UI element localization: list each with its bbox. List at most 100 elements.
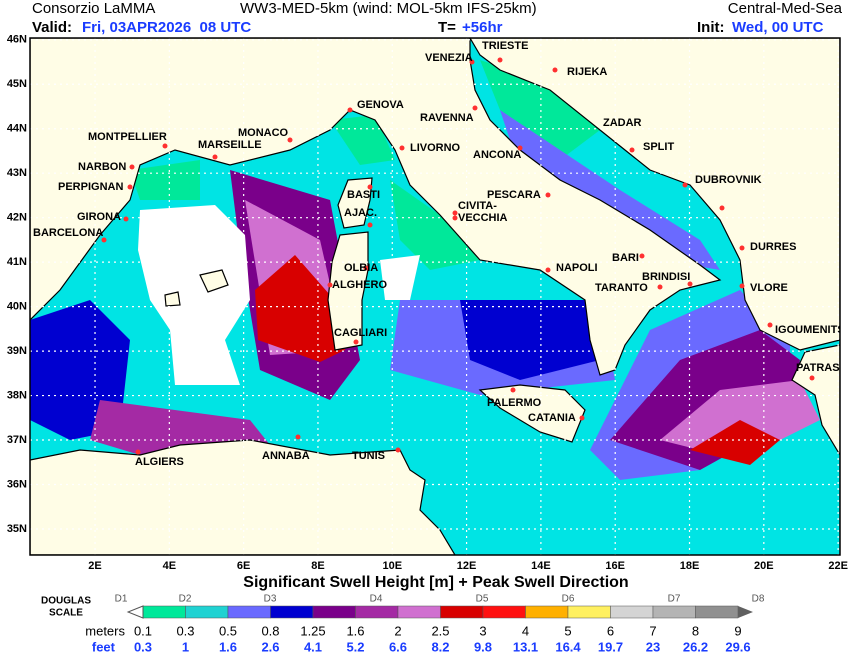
city-dot <box>739 245 745 251</box>
feet-value: 8.2 <box>431 639 449 654</box>
meters-value: 0.5 <box>219 623 237 638</box>
city-dot <box>639 253 645 259</box>
meters-value: 2.5 <box>431 623 449 638</box>
city-label: VECCHIA <box>458 212 508 224</box>
city-label: ANCONA <box>473 149 521 161</box>
city-dot <box>101 237 107 243</box>
city-dot <box>327 282 333 288</box>
city-dot <box>452 215 458 221</box>
city-dot <box>719 205 725 211</box>
city-label: BARI <box>612 252 639 264</box>
city-dot <box>510 387 516 393</box>
city-label: NARBON <box>78 161 126 173</box>
swell-patch <box>330 115 395 165</box>
city-dot <box>162 143 168 149</box>
lat-label: 41N <box>7 256 27 268</box>
douglas-label: D7 <box>668 594 681 605</box>
lat-label: 36N <box>7 478 27 490</box>
swell-patch <box>390 180 480 270</box>
lat-label: 44N <box>7 123 27 135</box>
color-bar-segment <box>142 605 186 619</box>
city-label: SPLIT <box>643 141 674 153</box>
city-label: DURRES <box>750 241 796 253</box>
city-label: VENEZIA <box>425 52 473 64</box>
city-dot <box>469 59 475 65</box>
feet-value: 16.4 <box>555 639 581 654</box>
feet-value: 13.1 <box>513 639 538 654</box>
lat-label: 37N <box>7 434 27 446</box>
feet-value: 26.2 <box>683 639 708 654</box>
city-label: PALERMO <box>487 397 542 409</box>
city-label: GENOVA <box>357 99 404 111</box>
color-bar-segment <box>312 605 356 619</box>
scale-label: SCALE <box>49 608 83 619</box>
legend-title: Significant Swell Height [m] + Peak Swel… <box>243 574 628 591</box>
city-label: PERPIGNAN <box>58 181 123 193</box>
city-label: MONACO <box>238 127 289 139</box>
lat-label: 35N <box>7 523 27 535</box>
feet-value: 1.6 <box>219 639 237 654</box>
land-sardinia <box>327 231 369 351</box>
city-label: ALGHERO <box>332 279 387 291</box>
city-dot <box>353 339 359 345</box>
calm-area <box>380 255 420 300</box>
feet-value: 2.6 <box>261 639 279 654</box>
city-dot <box>127 184 133 190</box>
city-dot <box>347 107 353 113</box>
color-bar-arrow <box>738 606 753 618</box>
meters-value: 4 <box>522 623 529 638</box>
lat-label: 45N <box>7 78 27 90</box>
init-value: Wed, 00 UTC <box>732 19 824 36</box>
feet-value: 1 <box>182 639 189 654</box>
swell-patch <box>480 60 600 160</box>
meters-value: 6 <box>607 623 614 638</box>
lat-label: 38N <box>7 389 27 401</box>
city-dot <box>552 67 558 73</box>
douglas-label: D3 <box>264 594 277 605</box>
meters-value: 2 <box>394 623 401 638</box>
lon-label: 4E <box>163 560 176 572</box>
lon-label: 2E <box>88 560 101 572</box>
city-dot <box>687 281 693 287</box>
feet-value: 9.8 <box>474 639 492 654</box>
city-dot <box>579 415 585 421</box>
city-dot <box>135 449 141 455</box>
scale-label: DOUGLAS <box>41 596 91 607</box>
lat-label: 42N <box>7 212 27 224</box>
city-label: CATANIA <box>528 412 576 424</box>
lat-label: 40N <box>7 301 27 313</box>
city-dot <box>767 322 773 328</box>
city-dot <box>212 154 218 160</box>
city-dot <box>295 434 301 440</box>
meters-value: 7 <box>649 623 656 638</box>
city-dot <box>123 216 129 222</box>
city-dot <box>739 283 745 289</box>
swell-patch <box>460 300 600 380</box>
douglas-label: D6 <box>562 594 575 605</box>
color-bar-segment <box>355 605 399 619</box>
color-bar-segment <box>610 605 654 619</box>
color-bar-segment <box>652 605 696 619</box>
calm-area <box>138 205 250 385</box>
color-bar-segment <box>567 605 611 619</box>
swell-patch <box>255 255 345 362</box>
land-balkans <box>469 38 840 351</box>
lat-label: 43N <box>7 167 27 179</box>
feet-value: 6.6 <box>389 639 407 654</box>
land-mallorca <box>199 269 229 293</box>
lon-label: 6E <box>237 560 250 572</box>
city-label: NAPOLI <box>556 262 598 274</box>
lat-label: 39N <box>7 345 27 357</box>
swell-patch <box>690 420 780 465</box>
lead-label: T= <box>438 19 456 36</box>
city-dot <box>657 284 663 290</box>
city-dot <box>399 145 405 151</box>
douglas-label: D1 <box>115 594 128 605</box>
city-label: GIRONA <box>77 211 121 223</box>
city-label: VLORE <box>750 282 788 294</box>
valid-label: Valid: <box>32 19 72 36</box>
meters-value: 5 <box>564 623 571 638</box>
douglas-label: D2 <box>179 594 192 605</box>
feet-value: 29.6 <box>725 639 750 654</box>
city-label: TUNIS <box>352 450 385 462</box>
